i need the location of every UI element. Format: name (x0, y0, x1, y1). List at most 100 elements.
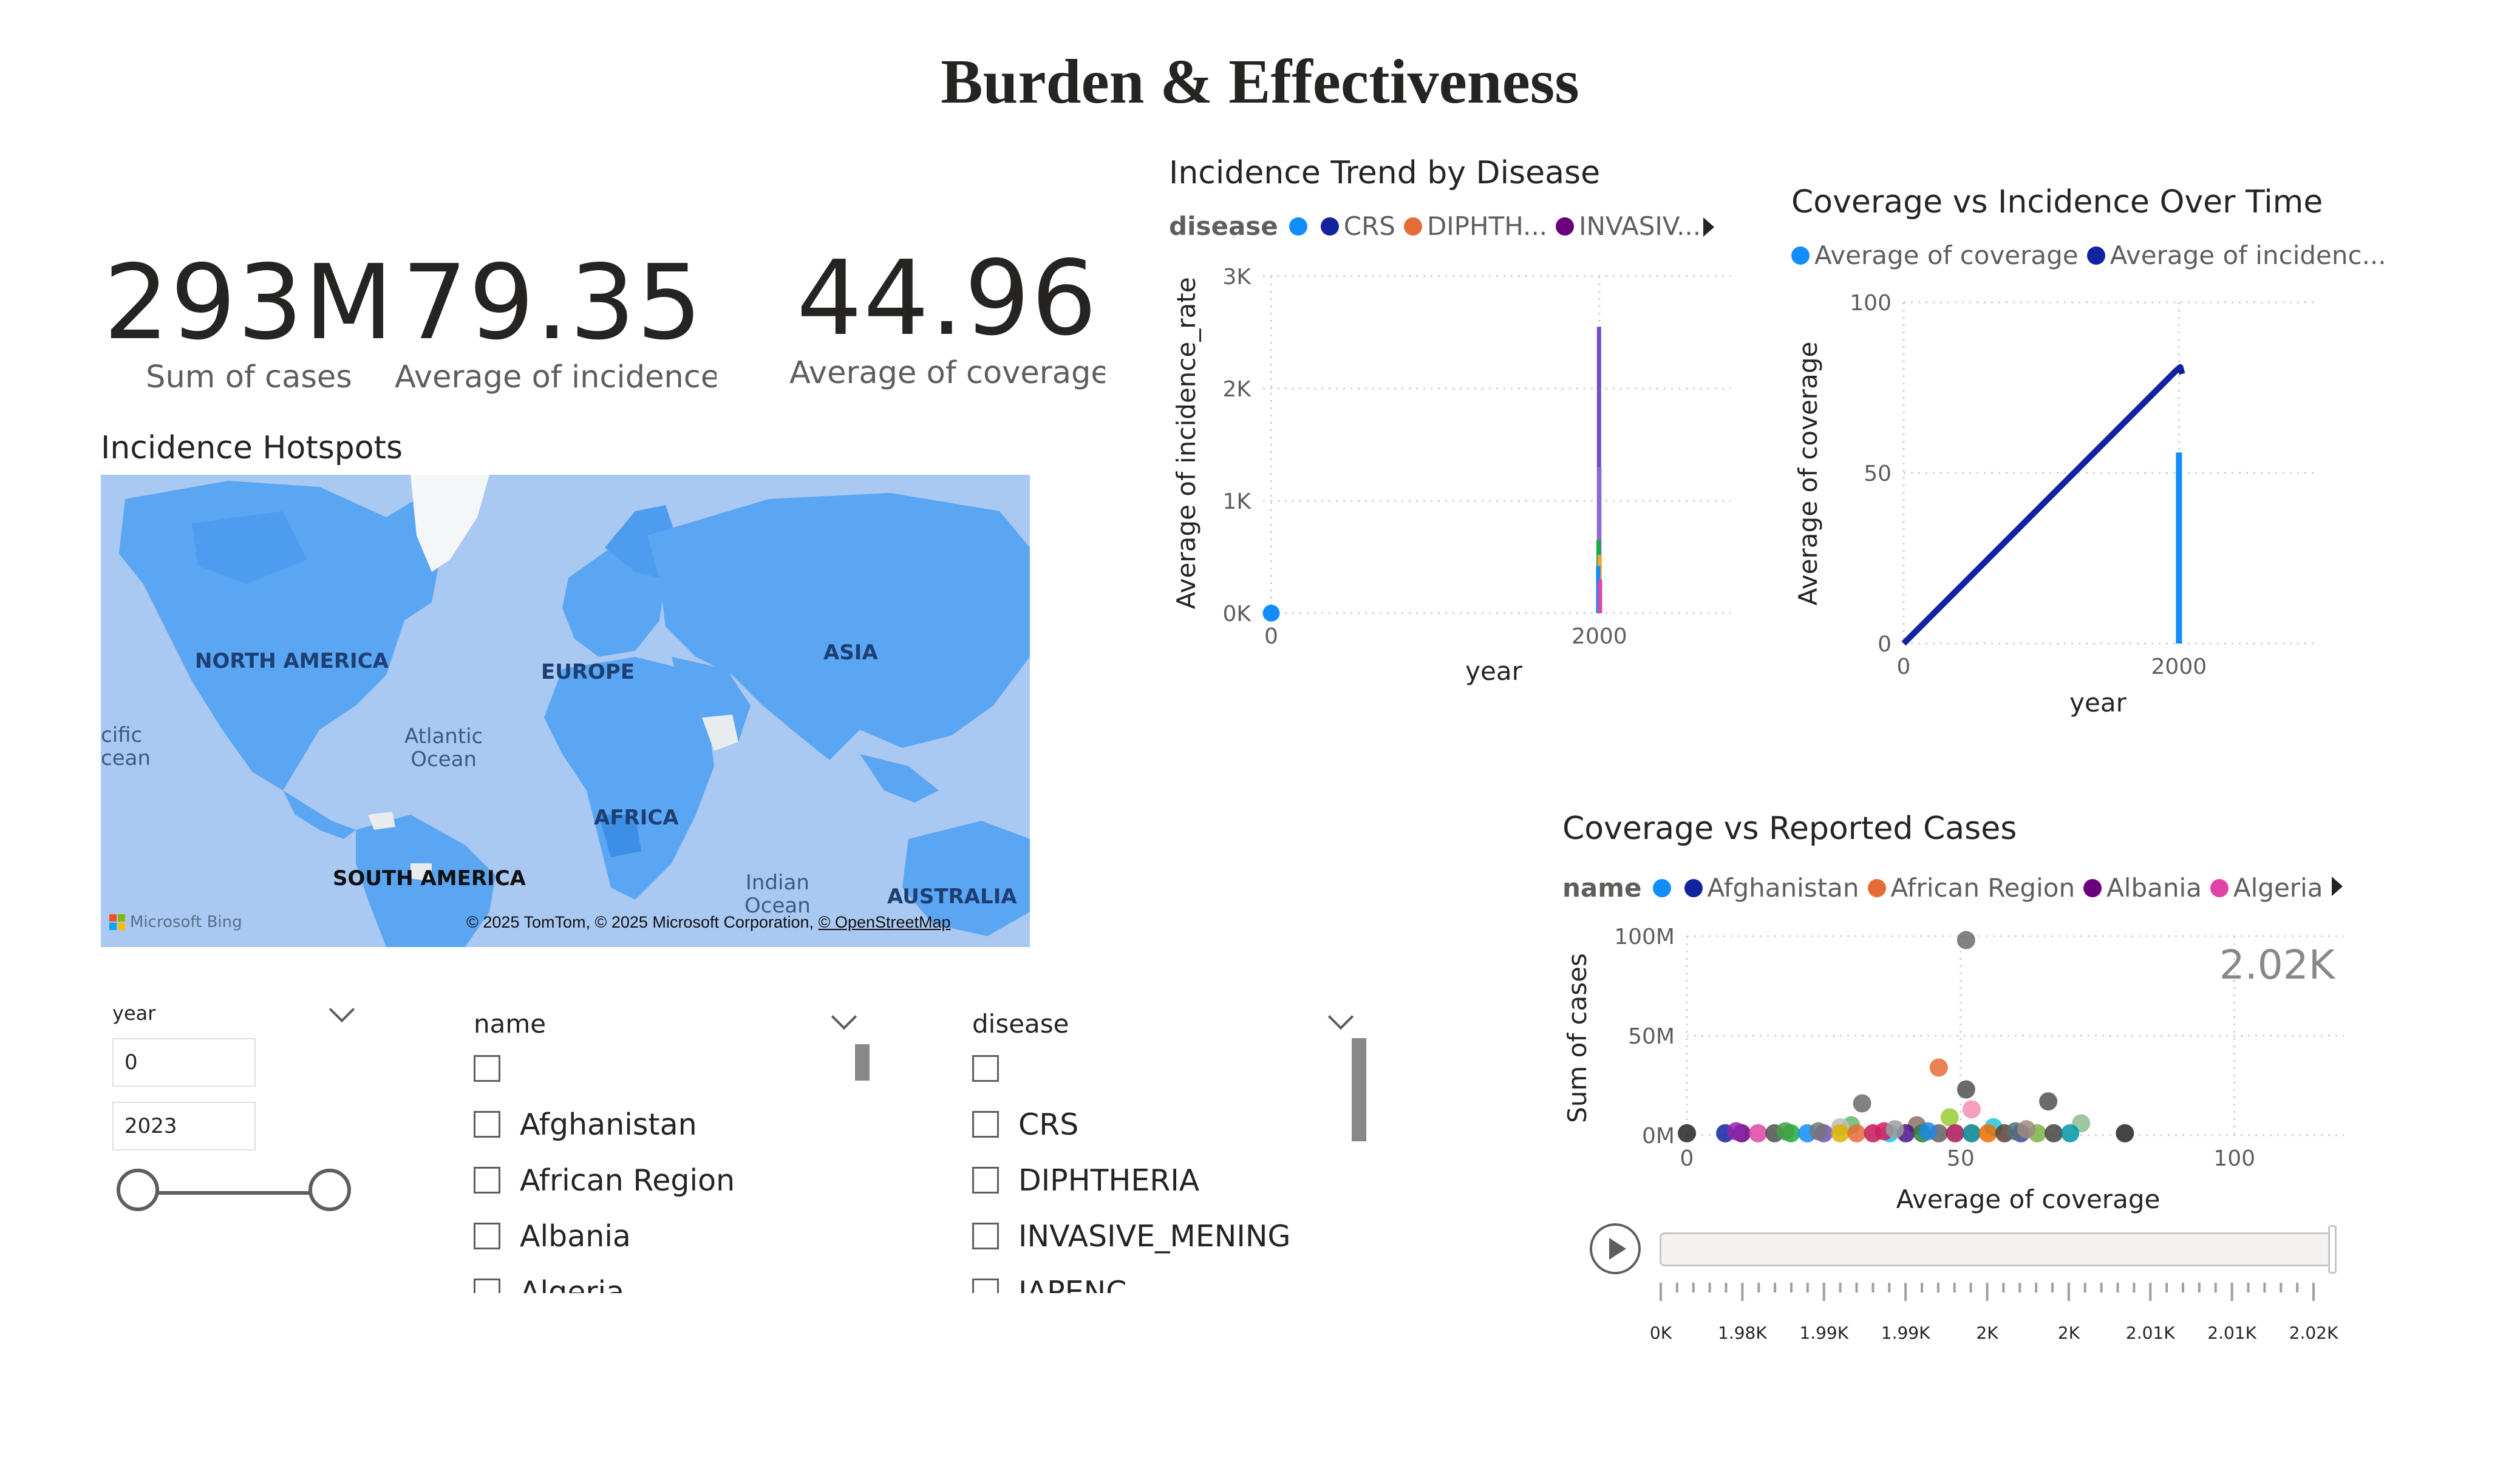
series-line[interactable] (1901, 364, 2185, 646)
list-item[interactable]: Algeria (474, 1264, 838, 1293)
checkbox[interactable] (972, 1279, 999, 1293)
legend-label: Algeria (2233, 873, 2323, 903)
chart-incidence-trend[interactable]: 0K 1K 2K 3K 0 2000 year Average of incidence… (1154, 249, 1761, 698)
legend-label: INVASIV... (1579, 211, 1701, 241)
list-item[interactable]: CRS (972, 1096, 1337, 1152)
legend-coverage-cases[interactable]: name Afghanistan African Region Albania … (1562, 873, 2331, 903)
chart-marks[interactable] (1901, 364, 2185, 646)
legend-coverage-incidence[interactable]: Average of coverage Average of incidenc.… (1791, 240, 2395, 270)
legend-item[interactable]: CRS (1320, 211, 1395, 241)
data-point[interactable] (1853, 1094, 1871, 1113)
checkbox[interactable] (474, 1111, 500, 1138)
data-point[interactable] (1262, 605, 1280, 622)
play-axis-handle[interactable] (2328, 1225, 2337, 1274)
year-slicer[interactable]: year 0 2023 (109, 996, 364, 1226)
legend-item[interactable]: Afghanistan (1684, 873, 1859, 903)
y-tick-label: 100M (1614, 925, 1675, 949)
map-label-africa: AFRICA (594, 806, 679, 830)
incidence-map[interactable]: NORTH AMERICA EUROPE ASIA AFRICA SOUTH A… (101, 475, 1030, 947)
data-point[interactable] (2061, 1124, 2080, 1143)
year-max-input[interactable]: 2023 (112, 1102, 256, 1150)
data-point[interactable] (1727, 1122, 1746, 1141)
kpi-card-incidence[interactable]: 79.35 Average of incidence_ra (383, 243, 723, 395)
list-item[interactable]: Albania (474, 1208, 838, 1264)
legend-item[interactable]: Albania (2083, 873, 2202, 903)
year-range-handle-max[interactable] (308, 1169, 351, 1211)
checkbox[interactable] (972, 1111, 999, 1138)
checkbox[interactable] (474, 1279, 500, 1293)
list-item[interactable]: JAPENC (972, 1264, 1337, 1293)
data-point[interactable] (1946, 1124, 1964, 1143)
ocean-name-line: Ocean (744, 894, 811, 918)
list-item-label: African Region (520, 1163, 735, 1198)
legend-item[interactable] (1652, 878, 1676, 897)
checkbox[interactable] (972, 1223, 999, 1249)
data-point[interactable] (1962, 1124, 1981, 1143)
data-point[interactable] (2116, 1124, 2134, 1143)
data-point[interactable] (1978, 1124, 1997, 1143)
legend-item[interactable]: African Region (1867, 873, 2075, 903)
year-range-handle-min[interactable] (117, 1169, 159, 1211)
data-point[interactable] (2017, 1120, 2036, 1139)
checkbox[interactable] (972, 1055, 999, 1082)
data-point[interactable] (1956, 1080, 1975, 1099)
x-tick-label: 0 (1897, 654, 1911, 679)
name-slicer[interactable]: name Afghanistan African Region Albania … (471, 1002, 884, 1293)
list-item[interactable] (474, 1041, 838, 1096)
list-item[interactable] (972, 1041, 1337, 1096)
chart-title-coverage-cases: Coverage vs Reported Cases (1562, 810, 2017, 847)
play-button[interactable] (1590, 1223, 1641, 1274)
chevron-down-icon[interactable] (329, 996, 355, 1023)
list-item-label: Afghanistan (520, 1107, 697, 1142)
checkbox[interactable] (972, 1167, 999, 1194)
chart-marks[interactable] (1262, 327, 1602, 622)
chart-coverage-cases[interactable]: 0M 50M 100M 0 50 100 2.02K Average of covera… (1555, 911, 2356, 1214)
kpi-card-coverage[interactable]: 44.96 Average of coverage (789, 239, 1105, 391)
data-point[interactable] (1776, 1122, 1795, 1141)
data-point[interactable] (1918, 1122, 1937, 1141)
chart-coverage-incidence[interactable]: 0 50 100 0 2000 year Average of coverage (1782, 279, 2329, 728)
data-point[interactable] (1749, 1124, 1768, 1143)
legend-item[interactable]: Average of incidenc... (2086, 240, 2386, 270)
data-point[interactable] (1885, 1120, 1904, 1139)
data-point[interactable] (1678, 1124, 1696, 1143)
land-se-asia (860, 754, 939, 803)
legend-item[interactable]: DIPHTH... (1403, 211, 1547, 241)
legend-item[interactable] (1289, 217, 1312, 236)
list-item[interactable]: DIPHTHERIA (972, 1152, 1337, 1208)
name-slicer-scrollbar[interactable] (855, 1044, 870, 1081)
checkbox[interactable] (474, 1167, 500, 1194)
data-point[interactable] (1847, 1124, 1866, 1143)
year-range-track[interactable] (141, 1191, 334, 1195)
x-tick-label: 0 (1264, 624, 1278, 649)
data-point[interactable] (1809, 1122, 1828, 1141)
year-min-input[interactable]: 0 (112, 1038, 256, 1087)
kpi-value: 293M (103, 243, 395, 363)
disease-slicer-scrollbar[interactable] (1352, 1038, 1366, 1141)
disease-slicer[interactable]: disease CRS DIPHTHERIA INVASIVE_MENING J… (969, 1002, 1382, 1293)
legend-item[interactable]: INVASIV... (1556, 211, 1701, 241)
legend-incidence-trend[interactable]: disease CRS DIPHTH... INVASIV... (1169, 211, 1709, 241)
data-point[interactable] (1940, 1108, 1959, 1127)
chevron-down-icon[interactable] (831, 1004, 857, 1030)
data-point[interactable] (1962, 1100, 1981, 1119)
legend-item[interactable]: Average of coverage (1791, 240, 2079, 270)
checkbox[interactable] (474, 1055, 500, 1082)
data-point[interactable] (2045, 1124, 2063, 1143)
osm-link[interactable]: © OpenStreetMap (818, 913, 951, 931)
data-point[interactable] (1956, 931, 1975, 949)
list-item[interactable]: African Region (474, 1152, 838, 1208)
list-item[interactable]: Afghanistan (474, 1096, 838, 1152)
checkbox[interactable] (474, 1223, 500, 1249)
chart-marks[interactable] (1678, 931, 2134, 1143)
legend-next-arrow-icon[interactable] (2332, 877, 2343, 896)
legend-next-arrow-icon[interactable] (1703, 217, 1714, 237)
data-point[interactable] (1831, 1124, 1850, 1143)
kpi-card-cases[interactable]: 293M Sum of cases (103, 243, 395, 395)
play-axis-track[interactable] (1660, 1232, 2337, 1266)
list-item[interactable]: INVASIVE_MENING (972, 1208, 1337, 1264)
data-point[interactable] (1929, 1058, 1948, 1077)
legend-item[interactable]: Algeria (2210, 873, 2323, 903)
chevron-down-icon[interactable] (1327, 1004, 1354, 1030)
data-point[interactable] (2039, 1092, 2058, 1111)
